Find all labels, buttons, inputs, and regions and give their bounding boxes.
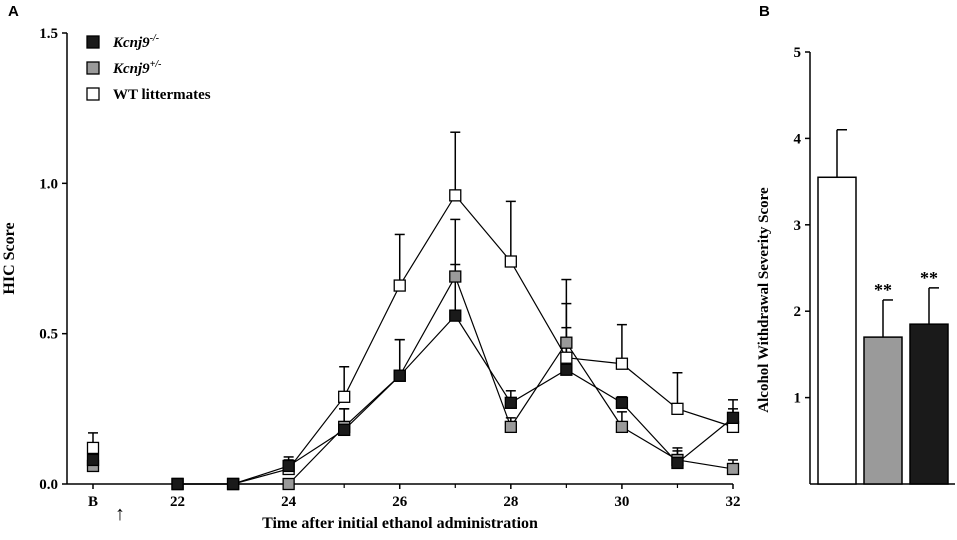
data-point [726,411,740,425]
panel-b-y-tick-label: 5 [794,45,802,61]
panel-a-x-tick-label: 32 [726,494,741,510]
data-point [615,420,629,434]
data-point [86,453,100,467]
injection-arrow: ↑ [115,503,125,525]
data-point [671,402,684,415]
data-point [671,456,684,470]
bar [817,176,857,485]
data-point [282,459,295,473]
panel-a-y-tick-label: 1.5 [39,26,58,42]
panel-a-x-tick-label: 22 [170,494,185,510]
panel-a-y-axis-label: HIC Score [1,222,18,294]
data-point [560,336,573,349]
data-point [560,363,573,376]
panel-a-y-tick-label: 1.0 [39,176,58,192]
data-point [282,477,295,491]
panel-a-x-tick-label: 24 [281,494,297,510]
data-point [393,279,406,292]
significance-annotation: ** [874,280,892,300]
data-point [615,396,629,409]
data-point [504,255,517,268]
panel-a-y-tick-label: 0.5 [39,327,58,343]
data-point [726,462,740,476]
panel-b-y-axis-label: Alcohol Withdrawal Severity Score [756,187,772,413]
panel-a-x-tick-label: 30 [614,494,629,510]
data-point [86,441,100,455]
data-point [560,351,573,364]
panel-a-line-chart: 0.00.51.01.5 B 22 24 26 28 30 32 Kcnj9-/-Kcnj9… [1,26,741,532]
data-point [615,357,629,370]
data-point [338,390,351,403]
panel-b-letter: B [759,3,770,20]
legend-marker [86,61,100,75]
legend-label: Kcnj9+/- [112,59,162,77]
panel-b-y-tick-label: 2 [794,304,802,320]
panel-a-letter: A [8,3,19,20]
legend-label: Kcnj9-/- [112,33,159,51]
legend-marker [86,87,100,101]
panel-a-x-tick-label: 26 [392,494,408,510]
panel-a-y-tick-label: 0.0 [39,477,58,493]
data-point [449,189,462,202]
panel-a-x-tick-label: 28 [503,494,518,510]
panel-b-y-tick-label: 4 [794,131,802,147]
panel-b-bar-chart: 1 2 3 4 5 ** ** Alcohol Withdrawal Severity S… [756,45,955,485]
legend-marker [86,35,100,49]
bar [863,336,903,485]
data-point [504,420,517,434]
series-line [177,314,734,485]
panel-b-y-tick-label: 1 [794,391,802,407]
data-point [338,423,351,437]
data-point [449,309,462,322]
significance-annotation: ** [920,268,938,288]
panel-b-y-tick-label: 3 [794,218,802,234]
bar [909,323,949,485]
panel-a-x-tick-label: B [88,494,98,510]
data-point [504,396,517,409]
data-point [393,369,406,382]
panel-a-legend: Kcnj9-/- Kcnj9+/- WT littermates [86,33,211,103]
data-point [171,477,184,491]
data-point [226,477,240,491]
data-point [449,270,462,283]
panel-a-x-axis-label: Time after initial ethanol administratio… [262,515,538,532]
legend-label: WT littermates [113,87,211,103]
